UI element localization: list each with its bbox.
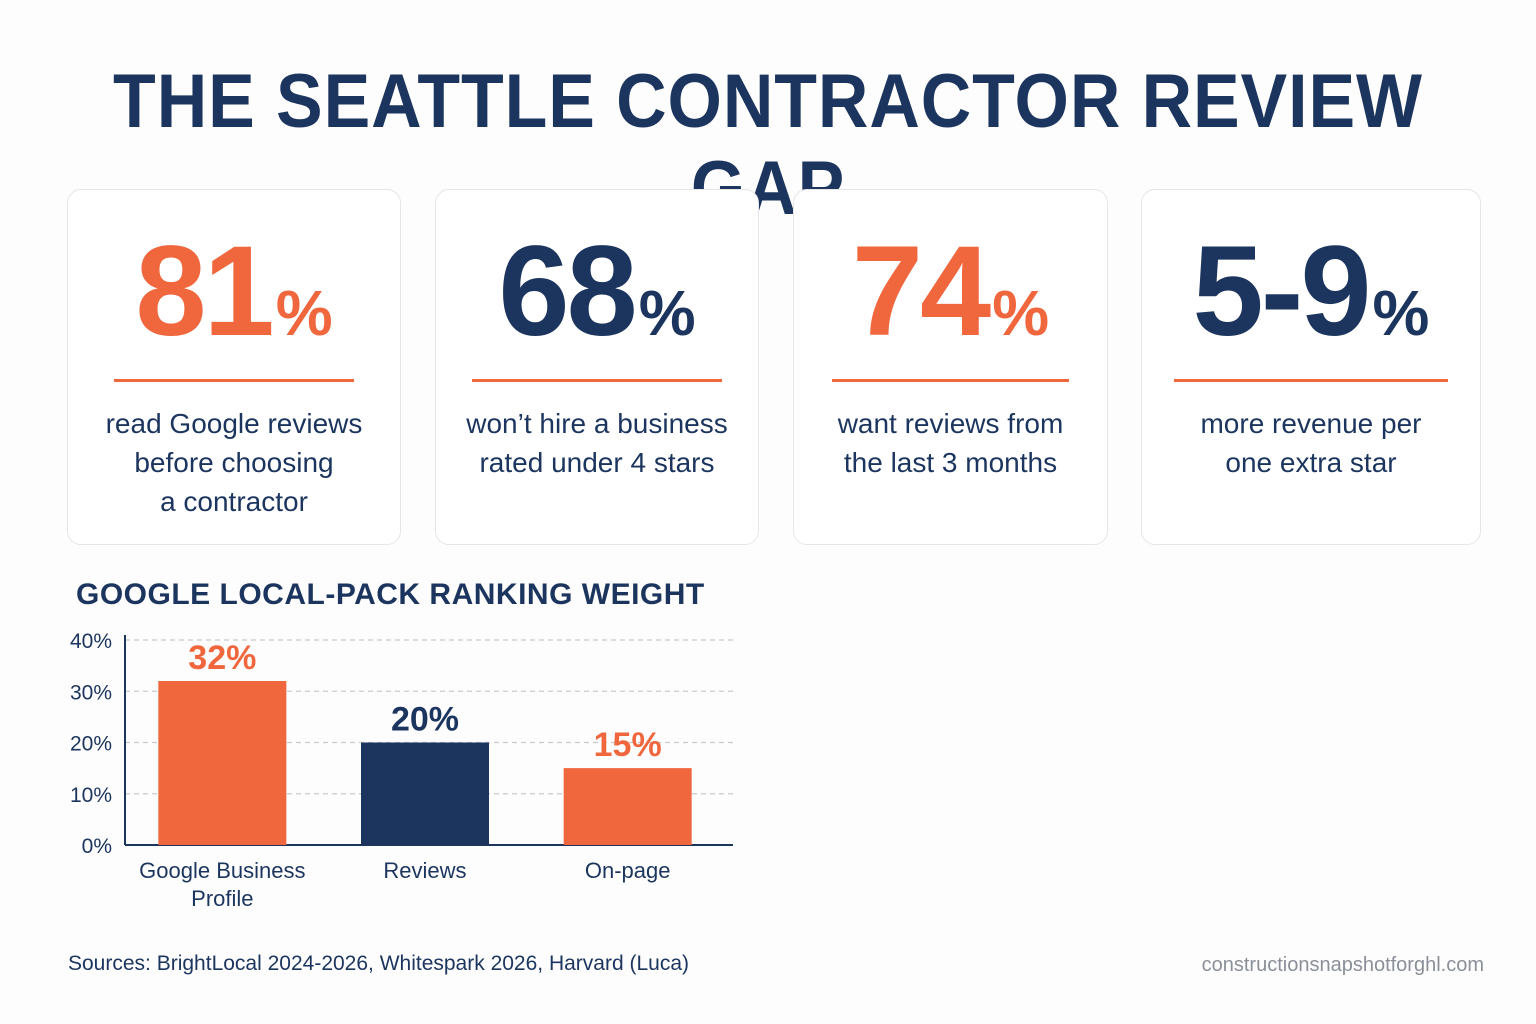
stat-number: 5-9	[1192, 220, 1372, 363]
data-label: 20%	[391, 701, 459, 739]
website-link[interactable]: constructionsnapshotforghl.com	[1201, 954, 1484, 976]
stat-divider	[832, 379, 1069, 382]
stat-value: 81%	[68, 218, 400, 365]
stat-card: 81% read Google reviews before choosing …	[67, 189, 401, 545]
stat-unit: %	[1372, 277, 1430, 349]
stat-value: 74%	[794, 218, 1107, 365]
bar	[361, 742, 489, 845]
y-tick-label: 10%	[70, 784, 112, 807]
stat-card: 68% won’t hire a business rated under 4 …	[435, 189, 759, 545]
stat-divider	[114, 379, 354, 382]
stat-unit: %	[638, 277, 696, 349]
bar-chart: 0% 10% 20% 30% 40% 32% Google Business Profile 2…	[70, 630, 733, 911]
stat-value: 68%	[436, 218, 758, 365]
y-tick-label: 20%	[70, 733, 112, 756]
y-tick-label: 30%	[70, 681, 112, 704]
stat-description: read Google reviews before choosing a co…	[105, 408, 363, 517]
stat-card: 74% want reviews from the last 3 months	[793, 189, 1108, 545]
page-title: THE SEATTLE CONTRACTOR REVIEW GAP	[113, 59, 1423, 231]
stat-card: 5-9% more revenue per one extra star	[1141, 189, 1481, 545]
bar	[563, 768, 692, 845]
stat-number: 74	[851, 220, 991, 363]
stat-unit: %	[275, 277, 333, 349]
stat-number: 68	[498, 220, 637, 363]
y-tick-label: 0%	[82, 835, 112, 858]
chart-title: GOOGLE LOCAL-PACK RANKING WEIGHT	[76, 578, 705, 611]
data-label: 32%	[188, 639, 256, 677]
data-label: 15%	[594, 726, 662, 764]
x-tick-label: On-page	[585, 858, 671, 883]
sources-text: Sources: BrightLocal 2024-2026, Whitespa…	[68, 952, 689, 975]
x-tick-label: Reviews	[383, 858, 466, 883]
bar	[158, 681, 287, 845]
stat-description: won’t hire a business rated under 4 star…	[466, 408, 728, 478]
stat-number: 81	[135, 220, 274, 363]
stat-divider	[1174, 379, 1448, 382]
x-tick-label: Google Business Profile	[139, 858, 305, 911]
stat-value: 5-9%	[1142, 218, 1480, 365]
stat-divider	[472, 379, 722, 382]
stat-unit: %	[992, 277, 1050, 349]
stat-description: want reviews from the last 3 months	[837, 408, 1064, 478]
stat-description: more revenue per one extra star	[1200, 408, 1422, 478]
y-tick-label: 40%	[70, 630, 112, 653]
